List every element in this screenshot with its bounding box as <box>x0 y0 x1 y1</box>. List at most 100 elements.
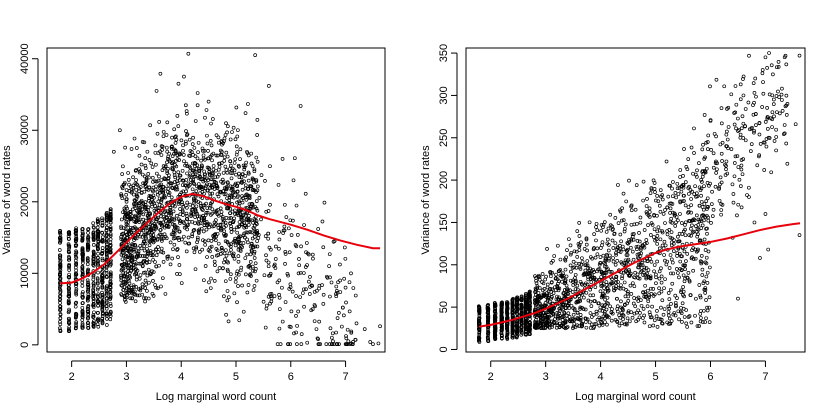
data-point <box>220 214 225 219</box>
data-point <box>170 167 175 171</box>
data-point <box>171 203 175 208</box>
data-point <box>213 232 217 237</box>
data-point <box>58 322 63 327</box>
data-point <box>243 195 248 200</box>
data-point <box>208 139 213 143</box>
data-point <box>161 129 166 134</box>
data-point <box>73 273 78 278</box>
data-point <box>96 324 101 329</box>
data-point <box>235 195 240 199</box>
data-point <box>210 224 215 229</box>
data-point <box>133 206 138 210</box>
data-point <box>175 225 180 230</box>
data-point <box>86 294 91 299</box>
data-point <box>80 290 85 294</box>
data-point <box>207 280 211 285</box>
y-tick-label: 350 <box>438 44 450 62</box>
data-point <box>219 139 224 143</box>
data-point <box>212 220 217 225</box>
data-point <box>208 286 213 291</box>
data-point <box>129 216 134 220</box>
data-point <box>182 221 186 225</box>
data-point <box>105 284 109 289</box>
data-point <box>124 192 129 197</box>
data-point <box>184 249 189 254</box>
data-point <box>209 276 213 281</box>
data-point <box>188 202 192 207</box>
data-point <box>184 183 189 188</box>
data-point <box>162 194 167 198</box>
data-point <box>86 259 90 263</box>
data-point <box>221 220 226 225</box>
data-point <box>204 183 209 188</box>
data-point <box>137 210 142 215</box>
data-point <box>242 225 247 230</box>
data-point <box>175 157 180 161</box>
data-point <box>91 314 96 319</box>
data-point <box>216 153 220 158</box>
data-point <box>137 220 142 224</box>
data-point <box>188 149 193 153</box>
data-point <box>163 234 168 239</box>
data-point <box>174 185 179 190</box>
data-point <box>199 226 204 231</box>
data-point <box>244 230 249 235</box>
data-point <box>228 277 233 281</box>
data-point <box>212 224 216 228</box>
data-point <box>73 272 78 276</box>
data-point <box>119 193 124 198</box>
data-point <box>172 242 177 247</box>
data-point <box>254 178 259 182</box>
data-point <box>190 232 195 236</box>
data-point <box>108 213 113 218</box>
data-point <box>246 217 251 221</box>
data-point <box>159 246 164 251</box>
data-point <box>205 188 210 193</box>
data-point <box>105 218 109 223</box>
data-point <box>157 174 161 179</box>
data-point <box>104 234 109 238</box>
data-point <box>253 261 258 266</box>
data-point <box>104 211 109 215</box>
data-point <box>108 209 113 213</box>
data-point <box>80 318 85 322</box>
data-point <box>192 228 197 232</box>
data-point <box>202 148 207 153</box>
data-point <box>170 161 175 165</box>
data-point <box>173 141 178 145</box>
data-point <box>254 179 259 184</box>
data-point <box>224 187 229 192</box>
data-point <box>162 225 167 230</box>
data-point <box>246 283 251 287</box>
data-point <box>164 212 169 217</box>
data-point <box>310 252 315 257</box>
data-point <box>240 187 245 192</box>
data-point <box>200 146 205 151</box>
data-point <box>230 184 235 189</box>
x-tick-label: 5 <box>233 371 239 383</box>
data-point <box>224 253 229 258</box>
data-point <box>172 127 177 132</box>
data-point <box>104 233 109 237</box>
data-point <box>85 248 90 253</box>
y-tick-label: 20000 <box>19 186 31 217</box>
data-point <box>166 190 170 194</box>
data-point <box>231 240 236 244</box>
data-point <box>80 326 85 330</box>
data-point <box>183 139 188 144</box>
data-point <box>176 124 181 128</box>
data-point <box>121 238 125 243</box>
data-point <box>244 160 249 165</box>
data-point <box>132 204 137 208</box>
data-point <box>209 238 214 243</box>
data-point <box>132 292 136 296</box>
data-point <box>253 269 257 274</box>
data-point <box>136 249 141 254</box>
data-point <box>148 249 153 253</box>
data-point <box>221 189 225 194</box>
data-point <box>209 121 213 126</box>
data-point <box>58 253 63 258</box>
data-point <box>154 248 159 252</box>
data-point <box>140 172 145 177</box>
data-point <box>224 233 228 237</box>
